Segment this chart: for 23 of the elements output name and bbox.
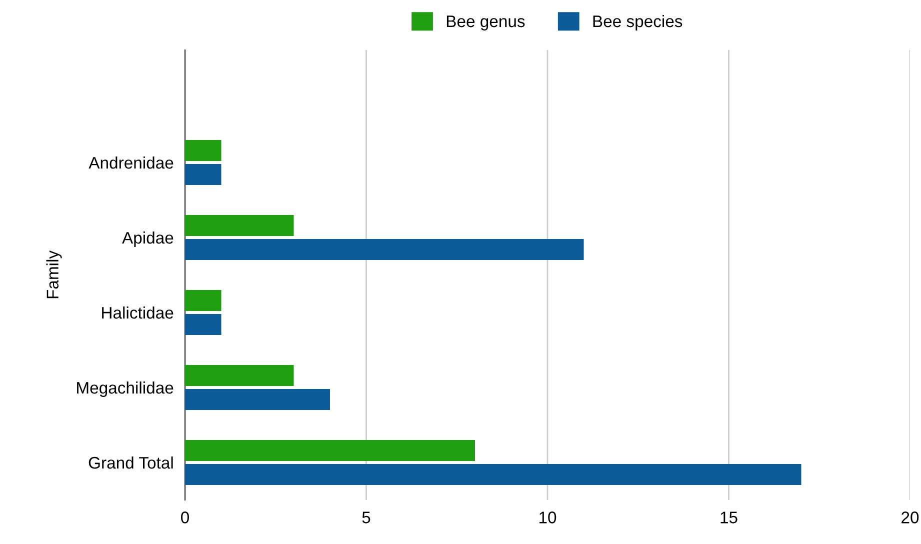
- x-tick-label: 10: [540, 512, 556, 524]
- legend-label: Bee genus: [446, 16, 525, 30]
- bar: [185, 215, 294, 236]
- bar: [185, 389, 330, 410]
- x-tick-label: 0: [181, 512, 189, 524]
- bar: [185, 365, 294, 386]
- bar: [185, 164, 222, 185]
- x-tick-label: 20: [902, 512, 919, 524]
- y-tick-label: Megachilidae: [77, 381, 174, 397]
- y-tick-label: Apidae: [122, 231, 174, 247]
- bar: [185, 239, 584, 260]
- legend-label: Bee species: [593, 14, 682, 30]
- y-axis-title: Family: [46, 250, 62, 298]
- y-tick-label: Halictidae: [102, 306, 174, 319]
- y-tick-label: Andrenidae: [88, 156, 174, 169]
- bar: [185, 464, 802, 485]
- bar: [185, 314, 222, 335]
- bar: [185, 140, 222, 161]
- x-tick-label: 5: [362, 512, 370, 524]
- bar: [185, 440, 475, 461]
- y-tick-label: Grand Total: [88, 456, 173, 469]
- bar: [185, 290, 222, 311]
- x-tick-label: 15: [720, 512, 738, 524]
